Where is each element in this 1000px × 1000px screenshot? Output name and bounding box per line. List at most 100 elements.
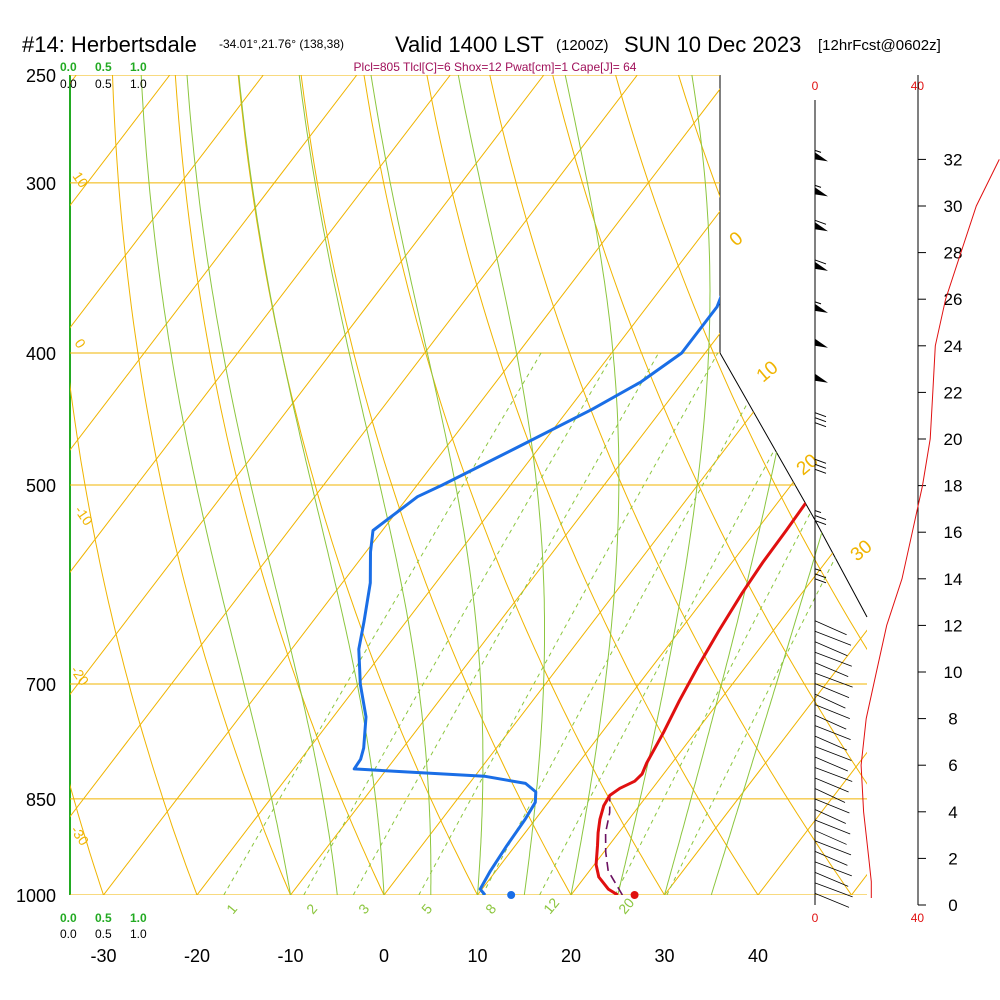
temperature-tick-label: 10 <box>467 946 487 966</box>
height-tick-label: 32 <box>944 150 963 169</box>
dry-adiabat-label: 0 <box>72 336 90 352</box>
moist-adiabat <box>710 75 867 895</box>
wind-barb-low <box>814 861 852 877</box>
station-title: #14: Herbertsdale <box>22 32 197 57</box>
wind-barb-low <box>814 777 849 793</box>
sounding-marks <box>507 891 639 899</box>
mixing-ratio-line <box>666 352 867 895</box>
cloudiness-tick-bottom: 0.5 <box>95 927 112 941</box>
pressure-tick-label: 700 <box>26 675 56 695</box>
surface-dewpoint-point <box>507 891 516 899</box>
wind-barb-low <box>814 798 850 814</box>
cloudiness-tick-bottom: 0.0 <box>60 927 77 941</box>
forecast-run: [12hrFcst@0602z] <box>818 37 941 54</box>
dry-adiabat <box>363 75 665 895</box>
valid-time: Valid 1400 LST <box>395 32 544 57</box>
mixing-ratio-line <box>352 352 660 895</box>
moist-adiabat <box>238 75 385 895</box>
isotherm <box>70 75 545 895</box>
temperature-tick-label: -30 <box>90 946 116 966</box>
pressure-tick-label: 250 <box>26 66 56 86</box>
wind-barb-low <box>814 662 849 678</box>
cloudiness-tick-bottom: 1.0 <box>130 927 147 941</box>
height-tick-label: 26 <box>944 290 963 309</box>
wind-barb <box>814 125 828 162</box>
moist-adiabat-label: 0 <box>726 228 748 251</box>
height-tick-label: 24 <box>944 337 963 356</box>
height-tick-label: 8 <box>948 710 957 729</box>
chart-axes: 1 2 3 5 8 12 200102030100-10-20-30250300400500… <box>16 60 876 966</box>
wind-barb <box>814 544 827 584</box>
height-tick-label: 6 <box>948 756 957 775</box>
dry-adiabat-label: -20 <box>68 663 93 689</box>
temperature-profile-line <box>594 120 867 895</box>
wind-barb-low <box>814 704 850 719</box>
cloudwater-tick-top: 0.0 <box>60 60 77 74</box>
wind-barb-low <box>814 735 848 751</box>
moist-adiabat <box>186 75 338 895</box>
wind-barb-low <box>814 672 853 688</box>
isotherm <box>70 75 451 895</box>
cloudwater-tick-bottom: 0.5 <box>95 911 112 925</box>
height-tick-label: 14 <box>944 570 963 589</box>
chart-header: #14: Herbertsdale -34.01°,21.76° (138,38… <box>22 32 941 74</box>
mixing-ratio-line <box>418 352 719 895</box>
moist-adiabat <box>564 75 620 895</box>
wind-barb <box>814 276 828 313</box>
cloudwater-tick-bottom: 0.0 <box>60 911 77 925</box>
mixing-ratio-label: 5 <box>418 901 435 917</box>
height-tick-label: 4 <box>948 803 957 822</box>
background-grid <box>70 75 867 895</box>
pressure-tick-label: 850 <box>26 790 56 810</box>
pressure-tick-label: 400 <box>26 344 56 364</box>
pressure-tick-label: 1000 <box>16 886 56 906</box>
moist-adiabat-label: 30 <box>847 536 877 566</box>
height-tick-label: 18 <box>944 477 963 496</box>
height-tick-label: 12 <box>944 616 963 635</box>
speed-tick-bottom: 0 <box>812 911 819 925</box>
height-tick-label: 28 <box>944 244 963 263</box>
height-tick-label: 16 <box>944 523 963 542</box>
mixing-ratio-label: 2 <box>303 901 320 917</box>
moist-adiabat <box>140 75 291 895</box>
isotherm <box>70 75 358 895</box>
moist-adiabat <box>298 75 432 895</box>
wind-barb <box>814 234 828 271</box>
wind-barb-low <box>814 651 852 667</box>
height-tick-label: 0 <box>948 896 957 915</box>
isotherm <box>664 75 867 895</box>
temperature-tick-label: -20 <box>184 946 210 966</box>
wind-barb-low <box>814 851 848 866</box>
plot-boundary <box>719 75 868 618</box>
dry-adiabat <box>70 75 104 895</box>
wind-barb <box>814 195 828 232</box>
dry-adiabat <box>615 75 867 895</box>
valid-utc: (1200Z) <box>556 37 609 54</box>
dry-adiabat <box>112 75 291 895</box>
wind-barb-low <box>814 714 847 730</box>
speed-tick-top: 0 <box>812 79 819 93</box>
wind-barb <box>814 311 828 348</box>
wind-speed-profile-line <box>860 159 1000 898</box>
wind-barb-low <box>814 872 849 887</box>
wind-barb-low <box>814 746 852 761</box>
isotherm <box>477 75 867 895</box>
pressure-tick-label: 300 <box>26 174 56 194</box>
wind-barb-low <box>814 683 850 699</box>
surface-temperature-point <box>630 891 639 899</box>
pressure-tick-label: 500 <box>26 476 56 496</box>
moist-adiabat <box>457 75 545 895</box>
dry-adiabat-label: 10 <box>70 169 92 191</box>
cloudiness-tick-top: 0.0 <box>60 77 77 91</box>
temperature-tick-label: 0 <box>379 946 389 966</box>
dry-adiabat <box>552 75 867 895</box>
mixing-ratio-label: 12 <box>540 895 562 917</box>
wind-barb-low <box>814 819 851 835</box>
wind-barb-low <box>814 840 852 856</box>
wind-barb-low <box>814 809 846 824</box>
height-tick-label: 2 <box>948 849 957 868</box>
cloudiness-tick-top: 0.5 <box>95 77 112 91</box>
height-tick-label: 22 <box>944 383 963 402</box>
wind-barb <box>814 486 827 526</box>
